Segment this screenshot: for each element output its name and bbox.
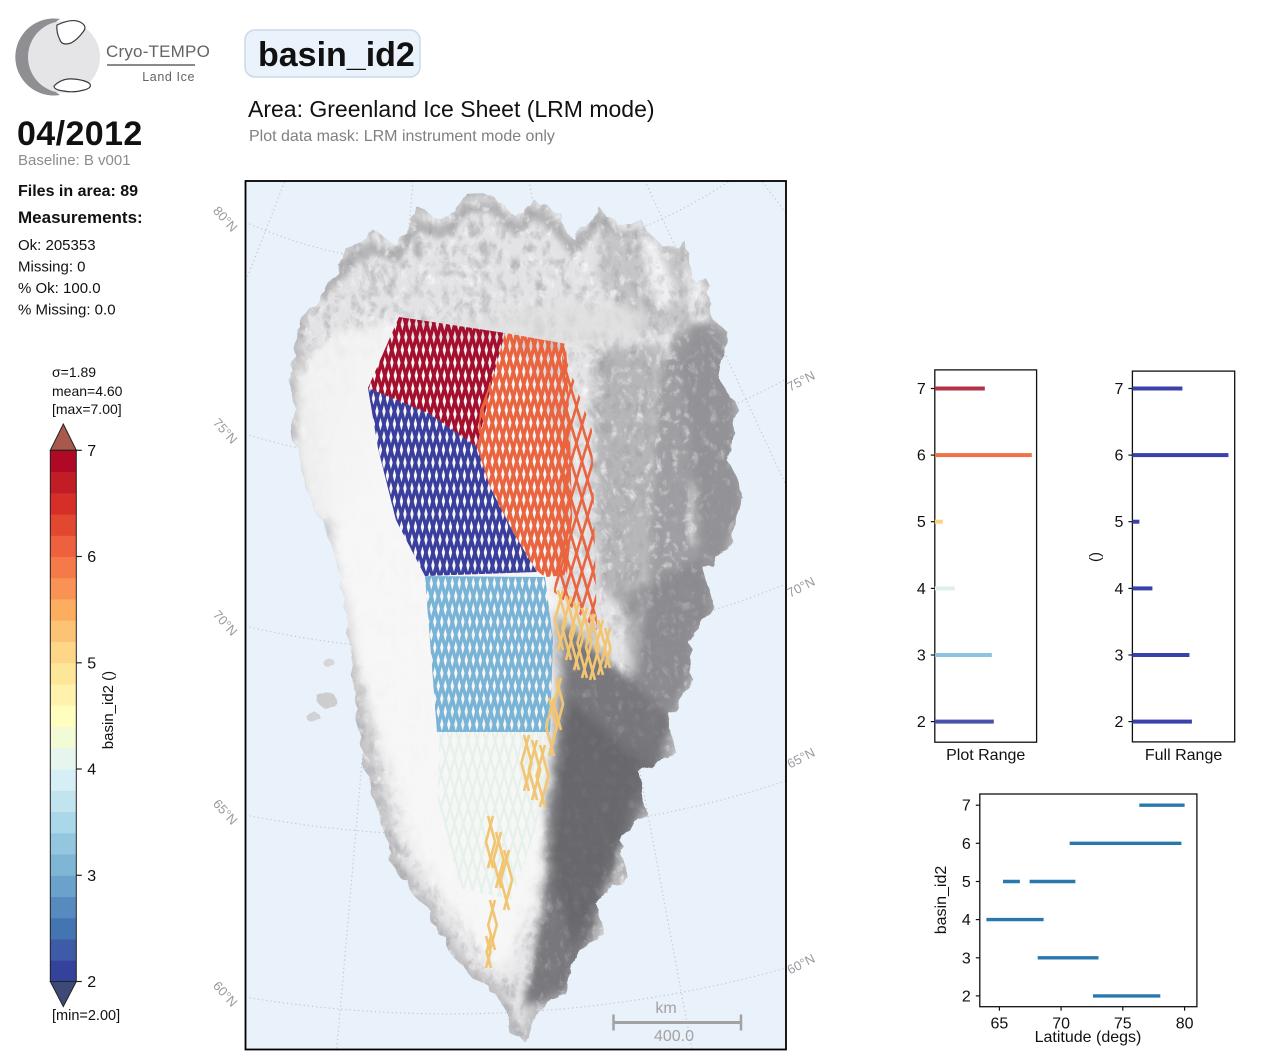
svg-text:6: 6 <box>87 549 96 566</box>
svg-text:4: 4 <box>87 762 96 779</box>
svg-text:2: 2 <box>1114 714 1123 731</box>
svg-text:mean=4.60: mean=4.60 <box>52 383 123 399</box>
svg-text:(): () <box>1087 552 1104 562</box>
svg-text:[max=7.00]: [max=7.00] <box>52 401 122 417</box>
svg-text:3: 3 <box>962 950 971 967</box>
svg-text:Ok: 205353: Ok: 205353 <box>18 237 96 254</box>
svg-text:Cryo-TEMPO: Cryo-TEMPO <box>106 42 210 61</box>
svg-text:% Ok: 100.0: % Ok: 100.0 <box>18 280 101 297</box>
svg-text:3: 3 <box>87 868 96 885</box>
svg-text:Measurements:: Measurements: <box>18 208 143 227</box>
svg-text:σ=1.89: σ=1.89 <box>52 364 96 380</box>
svg-text:Full Range: Full Range <box>1145 747 1222 764</box>
svg-text:2: 2 <box>87 974 96 991</box>
svg-text:5: 5 <box>1114 514 1123 531</box>
svg-text:Latitude (degs): Latitude (degs) <box>1035 1029 1142 1046</box>
svg-text:6: 6 <box>917 448 926 465</box>
svg-text:7: 7 <box>1114 381 1123 398</box>
svg-text:2: 2 <box>962 988 971 1005</box>
svg-text:% Missing: 0.0: % Missing: 0.0 <box>18 302 116 319</box>
svg-text:Files in area: 89: Files in area: 89 <box>18 183 138 200</box>
svg-text:7: 7 <box>917 381 926 398</box>
svg-text:7: 7 <box>962 798 971 815</box>
svg-text:400.0: 400.0 <box>654 1028 694 1045</box>
svg-text:basin_id2: basin_id2 <box>933 866 950 935</box>
svg-text:4: 4 <box>917 581 926 598</box>
svg-text:Plot data mask: LRM instrument: Plot data mask: LRM instrument mode only <box>249 128 555 145</box>
svg-text:5: 5 <box>87 655 96 672</box>
svg-text:Land Ice: Land Ice <box>142 70 195 84</box>
svg-text:km: km <box>655 1000 676 1017</box>
svg-text:Missing: 0: Missing: 0 <box>18 259 86 276</box>
svg-text:basin_id2: basin_id2 <box>258 36 415 74</box>
svg-text:5: 5 <box>962 874 971 891</box>
svg-text:3: 3 <box>917 648 926 665</box>
svg-text:75: 75 <box>1114 1016 1132 1033</box>
svg-text:Area: Greenland Ice Sheet (LRM: Area: Greenland Ice Sheet (LRM mode) <box>248 96 655 122</box>
svg-text:5: 5 <box>917 514 926 531</box>
svg-text:[min=2.00]: [min=2.00] <box>52 1008 120 1024</box>
svg-text:Baseline: B v001: Baseline: B v001 <box>18 152 131 169</box>
svg-text:4: 4 <box>962 912 971 929</box>
svg-text:4: 4 <box>1114 581 1123 598</box>
svg-text:70: 70 <box>1052 1016 1070 1033</box>
svg-text:6: 6 <box>1114 448 1123 465</box>
svg-text:basin_id2 (): basin_id2 () <box>100 671 117 749</box>
svg-text:65: 65 <box>991 1016 1009 1033</box>
svg-text:6: 6 <box>962 836 971 853</box>
svg-text:Plot Range: Plot Range <box>946 747 1025 764</box>
svg-text:2: 2 <box>917 714 926 731</box>
svg-text:04/2012: 04/2012 <box>17 115 143 153</box>
svg-text:80: 80 <box>1176 1016 1194 1033</box>
svg-text:7: 7 <box>87 443 96 460</box>
svg-text:3: 3 <box>1114 648 1123 665</box>
